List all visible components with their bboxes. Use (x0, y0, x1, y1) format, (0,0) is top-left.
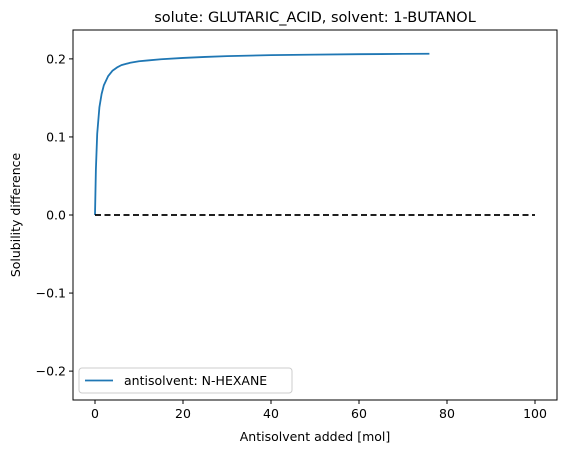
legend-box (78, 367, 293, 394)
x-tick-label: 0 (91, 406, 99, 421)
x-tick-label: 80 (439, 406, 455, 421)
x-tick-label: 100 (523, 406, 547, 421)
y-tick-label: −0.1 (36, 286, 66, 301)
plot-frame (72, 29, 558, 401)
chart-title: solute: GLUTARIC_ACID, solvent: 1-BUTANO… (154, 10, 476, 26)
y-axis-title: Solubility difference (8, 153, 23, 278)
series-line-n-hexane (94, 52, 430, 216)
y-tick-label: 0.2 (46, 51, 66, 66)
x-tick-label: 20 (175, 406, 191, 421)
y-tick-label: 0.0 (46, 208, 66, 223)
y-tick-label: 0.1 (46, 129, 66, 144)
y-tick-label: −0.2 (36, 364, 66, 379)
x-axis-ticks: 0 20 40 60 80 100 (91, 400, 547, 421)
legend: antisolvent: N-HEXANE (78, 367, 293, 394)
legend-label: antisolvent: N-HEXANE (124, 373, 267, 388)
plot-area (94, 52, 535, 216)
x-axis-title: Antisolvent added [mol] (240, 429, 391, 444)
y-axis-ticks: −0.2 −0.1 0.0 0.1 0.2 (36, 51, 73, 379)
x-tick-label: 40 (263, 406, 279, 421)
x-tick-label: 60 (351, 406, 367, 421)
